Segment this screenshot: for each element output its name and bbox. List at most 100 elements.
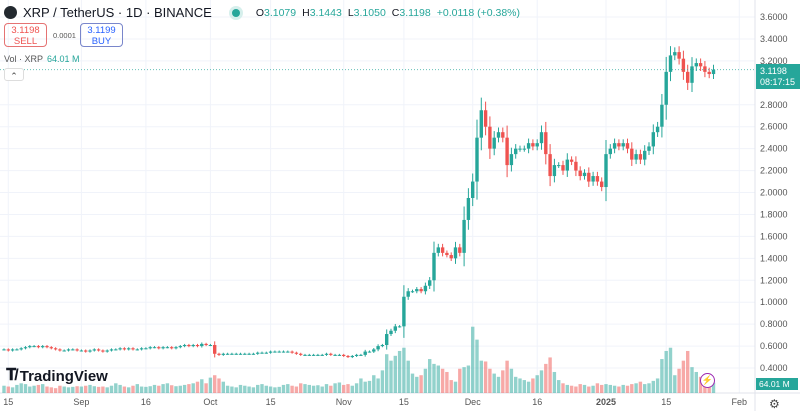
candle-body xyxy=(118,348,122,350)
candle-body xyxy=(505,137,509,166)
candle-body xyxy=(294,352,299,354)
volume-bar xyxy=(677,368,681,393)
last-price-label: 3.1198 08:17:15 xyxy=(756,64,800,89)
candle-body xyxy=(127,348,131,350)
sell-button[interactable]: 3.1198 SELL xyxy=(4,23,47,47)
volume-bar xyxy=(247,386,251,393)
volume-bar xyxy=(582,384,587,393)
volume-bar xyxy=(84,385,88,393)
volume-bar xyxy=(367,380,372,393)
volume-bar xyxy=(462,367,466,393)
volume-bar xyxy=(71,386,75,393)
candle-body xyxy=(316,354,320,356)
candle-body xyxy=(165,347,170,349)
lightning-icon[interactable]: ⚡ xyxy=(700,373,715,388)
volume-bar xyxy=(66,387,71,393)
time-tick-label: Oct xyxy=(203,397,218,407)
candle-body xyxy=(311,354,316,356)
collapse-legend-button[interactable]: ⌃ xyxy=(4,68,24,81)
volume-bar xyxy=(531,378,535,393)
volume-bar xyxy=(62,386,66,393)
candle-body xyxy=(195,345,200,347)
volume-bar xyxy=(204,383,208,393)
volume-bar xyxy=(294,386,299,393)
candle-body xyxy=(625,143,630,149)
candle-body xyxy=(114,349,118,351)
price-tick-label: 0.8000 xyxy=(760,319,788,329)
time-tick-label: 16 xyxy=(141,397,151,407)
volume-bar xyxy=(668,347,673,393)
candle-body xyxy=(273,351,277,353)
candle-body xyxy=(208,345,213,347)
volume-bar xyxy=(505,360,509,393)
volume-bar xyxy=(157,385,161,393)
symbol-title[interactable]: XRP / TetherUS · 1D · BINANCE xyxy=(23,5,212,20)
volume-bar xyxy=(195,381,200,393)
buy-button[interactable]: 3.1199 BUY xyxy=(80,23,123,47)
candle-body xyxy=(225,353,230,355)
volume-bar xyxy=(509,368,514,393)
volume-bar xyxy=(686,350,690,393)
volume-bar xyxy=(591,385,595,393)
candle-body xyxy=(569,159,574,162)
candle-body xyxy=(62,350,66,352)
volume-bar xyxy=(630,384,634,393)
candle-body xyxy=(557,165,561,167)
candle-body xyxy=(449,255,453,259)
candle-body xyxy=(105,350,109,352)
settings-gear-icon[interactable]: ⚙ xyxy=(769,397,780,411)
candle-body xyxy=(157,347,161,349)
volume-bar xyxy=(114,383,118,393)
volume-bar xyxy=(187,384,191,393)
candle-body xyxy=(243,353,247,355)
volume-bar xyxy=(36,384,41,393)
spread-value: 0.0001 xyxy=(53,31,76,40)
candle-body xyxy=(53,348,58,350)
candle-body xyxy=(393,326,397,331)
candle-body xyxy=(655,126,660,133)
volume-bar xyxy=(711,382,716,393)
tradingview-logo[interactable]: 𝐓/TradingView xyxy=(6,367,108,385)
volume-bar xyxy=(174,386,178,393)
volume-bar xyxy=(58,385,62,393)
volume-bar xyxy=(483,361,488,393)
candle-body xyxy=(204,343,208,346)
candle-body xyxy=(535,143,539,147)
candle-body xyxy=(690,66,694,83)
candle-body xyxy=(681,58,686,72)
candle-body xyxy=(677,52,681,59)
price-tick-label: 1.8000 xyxy=(760,209,788,219)
candle-body xyxy=(109,349,114,351)
volume-bar xyxy=(96,386,101,393)
price-tick-label: 0.4000 xyxy=(760,363,788,373)
candle-body xyxy=(531,143,535,147)
volume-bar xyxy=(380,370,385,393)
time-tick-label: Feb xyxy=(732,397,748,407)
volume-bar xyxy=(161,384,165,393)
candle-body xyxy=(406,291,410,297)
volume-bar xyxy=(522,380,526,393)
volume-bar xyxy=(673,375,677,393)
candle-body xyxy=(509,154,514,166)
candle-body xyxy=(96,349,101,351)
volume-bar xyxy=(488,368,492,393)
candle-body xyxy=(363,351,367,355)
candle-body xyxy=(410,291,415,293)
volume-bar xyxy=(346,384,350,393)
volume-bar xyxy=(178,385,182,393)
volume-legend[interactable]: Vol · XRP 64.01 M xyxy=(4,54,80,64)
volume-bar xyxy=(290,385,294,393)
candle-body xyxy=(711,69,716,75)
candle-body xyxy=(591,176,595,182)
volume-bar xyxy=(617,386,621,393)
candle-body xyxy=(419,289,423,292)
price-tick-label: 1.0000 xyxy=(760,297,788,307)
volume-bar xyxy=(165,383,170,393)
candle-body xyxy=(6,349,10,351)
candle-body xyxy=(643,150,647,160)
volume-bar xyxy=(638,381,643,393)
volume-bar xyxy=(92,386,96,393)
candle-body xyxy=(621,143,625,147)
candle-body xyxy=(501,132,505,138)
